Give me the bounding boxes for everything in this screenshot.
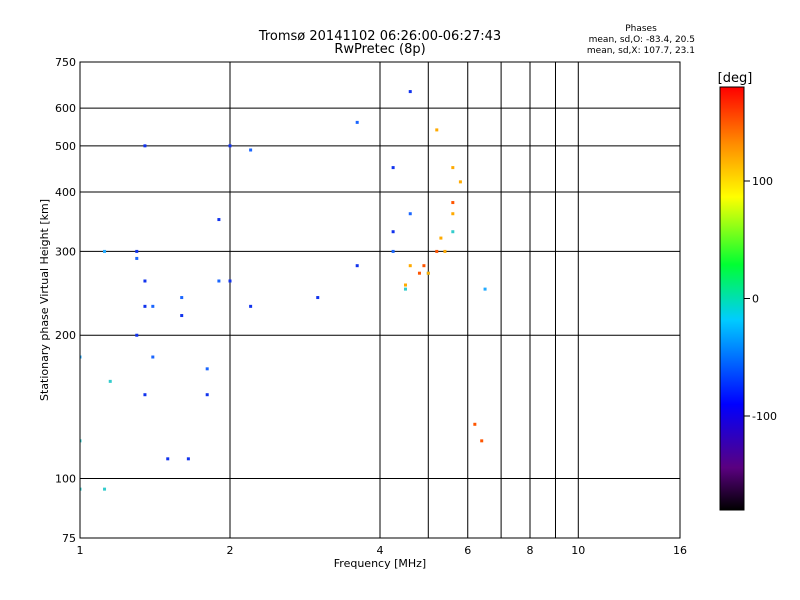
data-point	[249, 148, 253, 152]
data-point	[408, 264, 412, 268]
x-tick-label: 16	[673, 544, 687, 557]
data-point	[186, 457, 190, 461]
y-tick-label: 750	[55, 56, 76, 69]
colorbar-tick-label: 100	[752, 175, 773, 188]
stats-line-o: mean, sd,O: -83.4, 20.5	[589, 35, 695, 45]
x-tick-label: 8	[527, 544, 534, 557]
data-point	[143, 304, 147, 308]
y-tick-label: 500	[55, 140, 76, 153]
data-point	[480, 439, 484, 443]
data-point	[435, 128, 439, 132]
y-tick-label: 100	[55, 473, 76, 486]
data-point	[135, 333, 139, 337]
data-point	[80, 355, 82, 359]
data-point	[151, 355, 155, 359]
y-tick-label: 400	[55, 186, 76, 199]
data-point	[228, 144, 232, 148]
data-point	[205, 367, 209, 371]
y-tick-label: 200	[55, 329, 76, 342]
data-point	[316, 296, 320, 300]
data-point	[422, 264, 426, 268]
colorbar-label: [deg]	[718, 71, 753, 86]
data-point	[217, 218, 221, 222]
x-tick-label: 10	[571, 544, 585, 557]
data-point	[458, 180, 462, 184]
data-point	[417, 271, 421, 275]
data-point	[217, 279, 221, 283]
plot-frame	[79, 61, 681, 539]
colorbar-ticks: 100 0 -100	[744, 175, 777, 423]
data-point	[166, 457, 170, 461]
data-point	[451, 201, 455, 205]
stats-line-x: mean, sd,X: 107.7, 23.1	[587, 46, 695, 56]
data-point	[180, 296, 184, 300]
data-point	[228, 279, 232, 283]
data-point	[355, 120, 359, 124]
data-point	[205, 393, 209, 397]
colorbar	[719, 86, 745, 511]
stats-title: Phases	[625, 24, 657, 34]
data-point	[451, 212, 455, 216]
x-tick-label: 4	[377, 544, 384, 557]
x-tick-label: 6	[464, 544, 471, 557]
data-point	[103, 249, 107, 253]
data-point	[80, 487, 82, 491]
data-point	[103, 487, 107, 491]
data-point	[180, 314, 184, 318]
data-points	[80, 90, 487, 491]
data-point	[135, 249, 139, 253]
data-point	[391, 249, 395, 253]
x-tick-label: 2	[227, 544, 234, 557]
data-point	[135, 256, 139, 260]
data-point	[451, 166, 455, 170]
data-point	[403, 287, 407, 291]
chart-title: Tromsø 20141102 06:26:00-06:27:43	[258, 29, 501, 44]
y-axis-label: Stationary phase Virtual Height [km]	[38, 199, 51, 401]
data-point	[143, 144, 147, 148]
data-point	[249, 304, 253, 308]
data-point	[391, 166, 395, 170]
data-point	[391, 230, 395, 234]
grid-lines	[80, 62, 680, 538]
data-point	[408, 212, 412, 216]
x-tick-label: 1	[77, 544, 84, 557]
colorbar-tick-label: -100	[752, 410, 777, 423]
data-point	[108, 379, 112, 383]
data-point	[143, 393, 147, 397]
data-point	[439, 236, 443, 240]
data-point	[403, 283, 407, 287]
y-tick-label: 75	[62, 532, 76, 545]
axis-ticks: 1 2 4 6 8 10 16 75 100 200 300 400 500 600 750	[55, 56, 687, 557]
data-point	[408, 90, 412, 94]
colorbar-tick-label: 0	[752, 293, 759, 306]
y-tick-label: 300	[55, 245, 76, 258]
data-point	[355, 264, 359, 268]
x-axis-label: Frequency [MHz]	[334, 557, 426, 570]
data-point	[451, 230, 455, 234]
y-tick-label: 600	[55, 102, 76, 115]
chart-subtitle: RwPretec (8p)	[334, 42, 425, 57]
data-point	[143, 279, 147, 283]
data-point	[435, 249, 439, 253]
data-point	[483, 287, 487, 291]
data-point	[426, 271, 430, 275]
data-point	[473, 422, 477, 426]
data-point	[443, 249, 447, 253]
data-point	[80, 439, 82, 443]
data-point	[151, 304, 155, 308]
